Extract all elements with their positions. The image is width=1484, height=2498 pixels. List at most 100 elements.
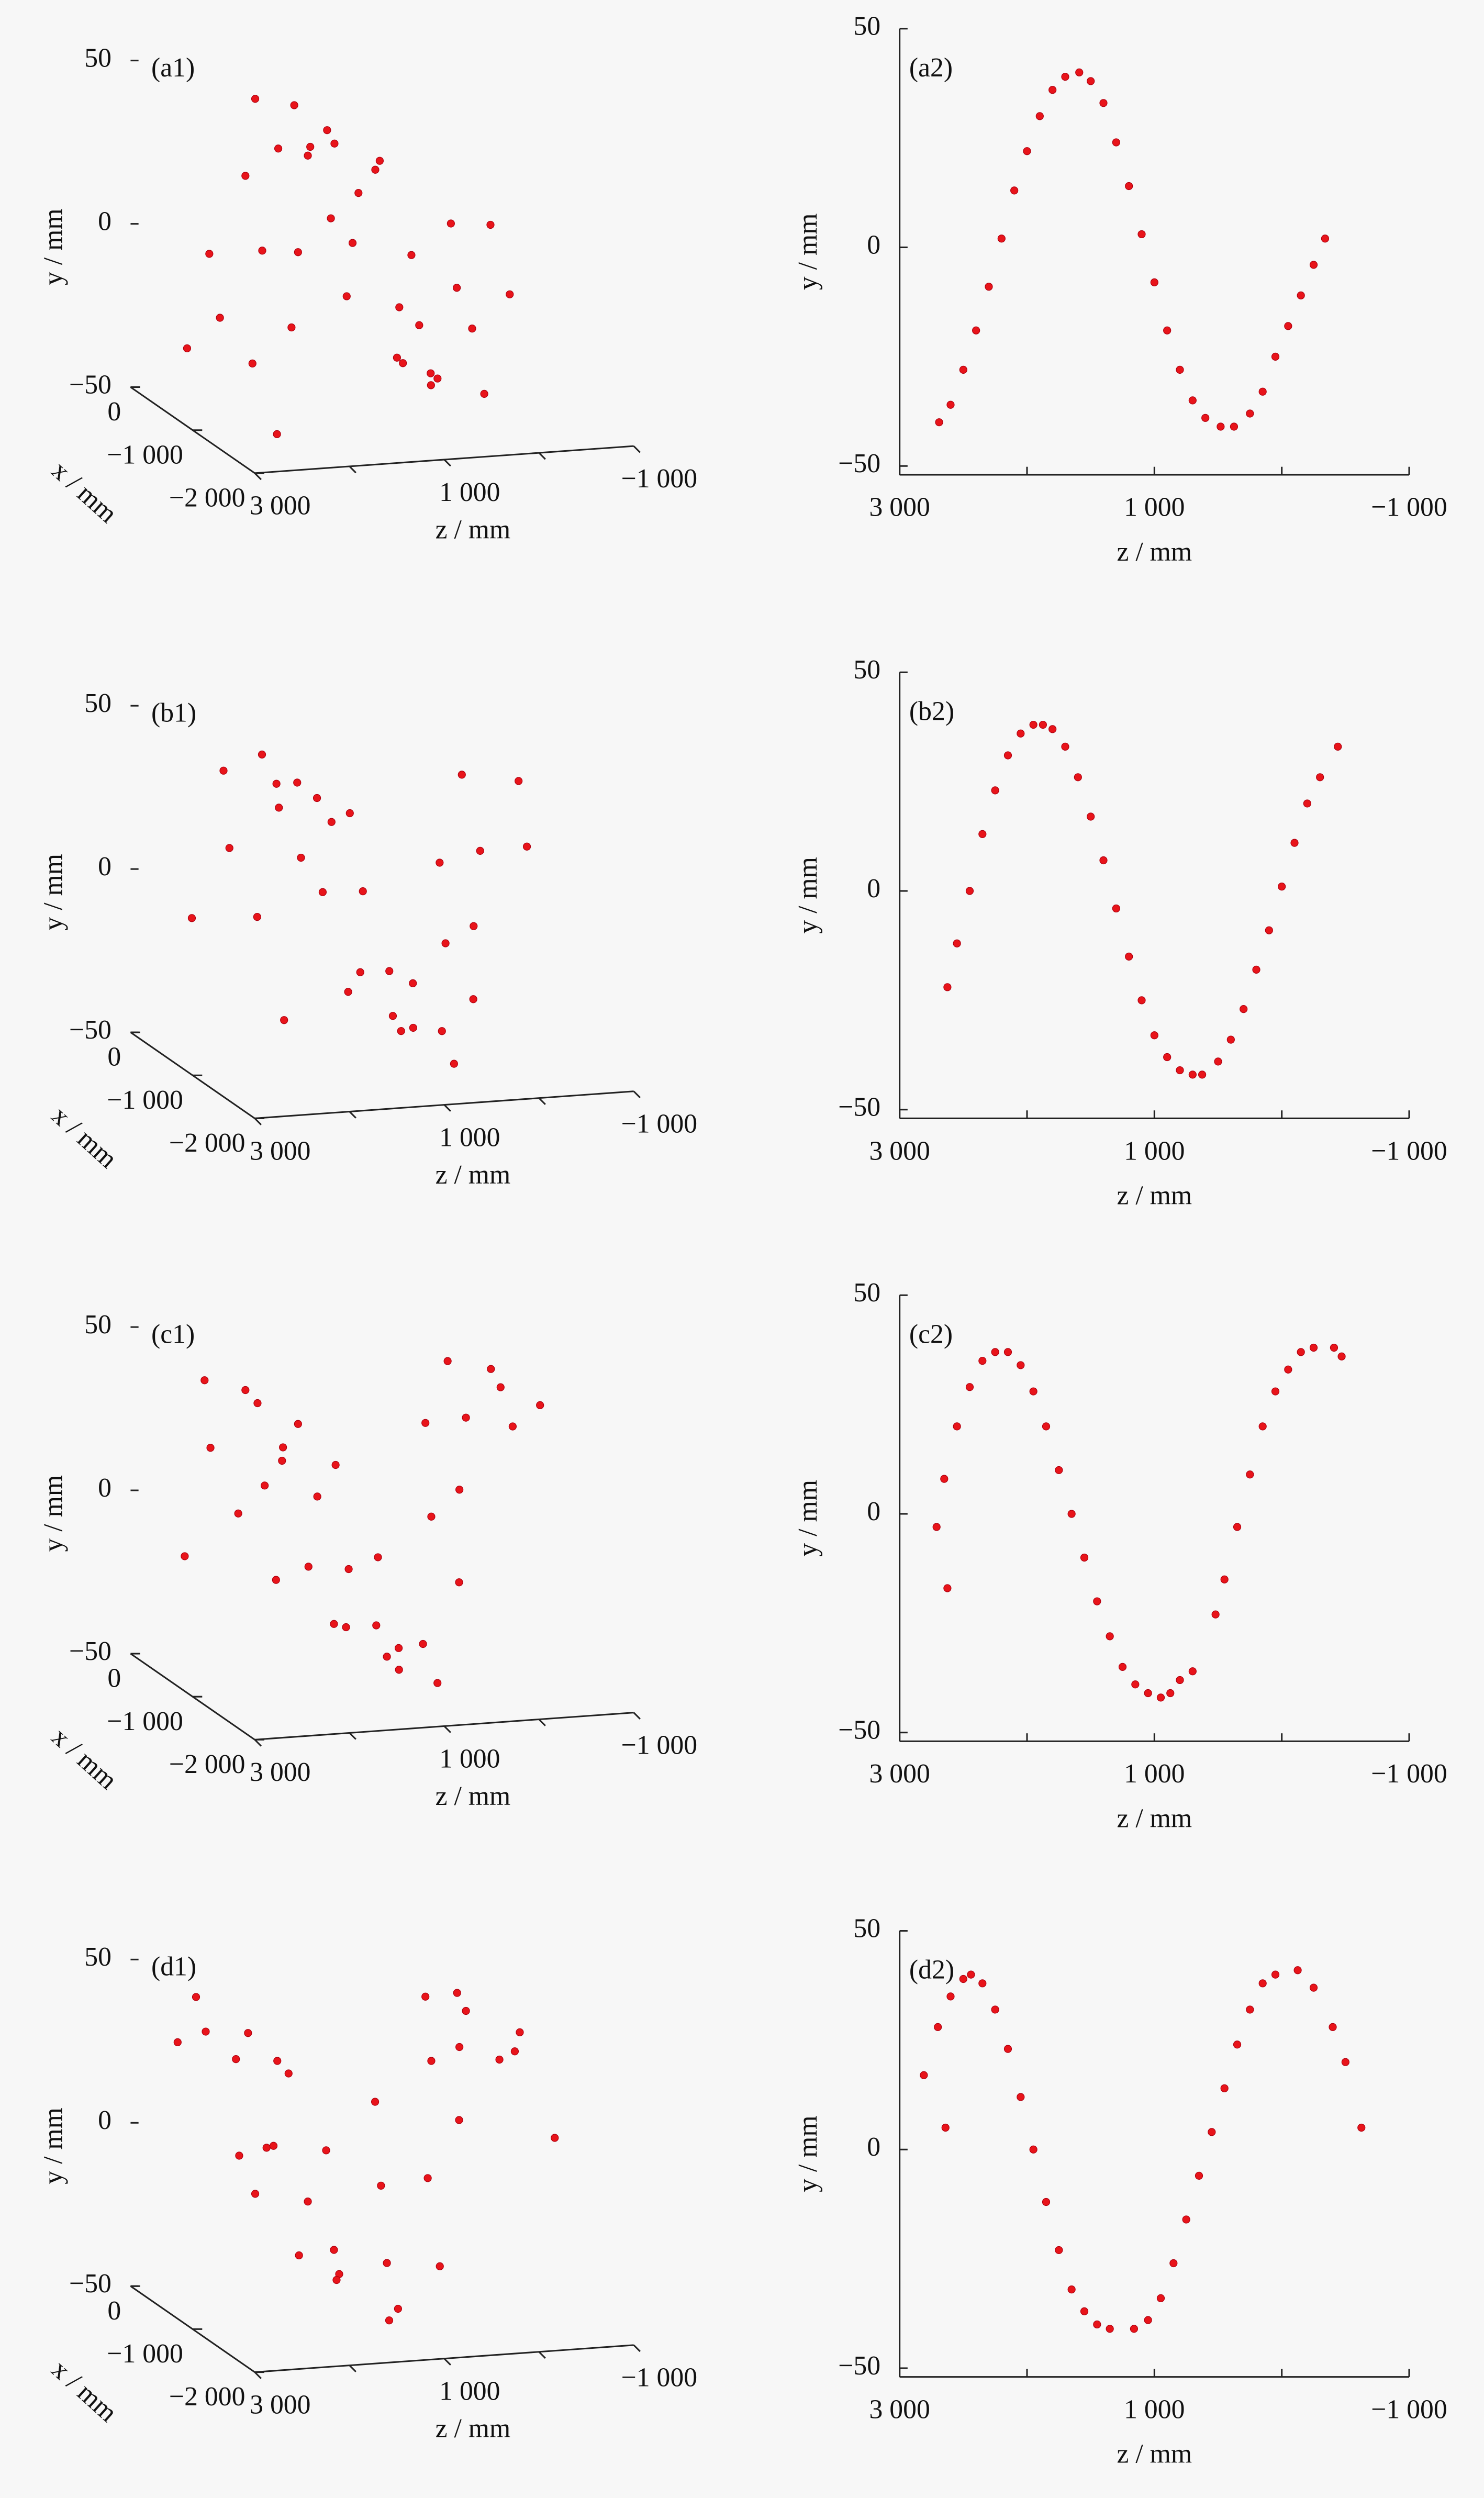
point: [187, 914, 196, 922]
point: [313, 794, 321, 802]
point: [1258, 1979, 1267, 1988]
y-tick-label: −50: [69, 2269, 111, 2299]
point: [356, 968, 364, 976]
point: [480, 389, 488, 398]
point: [407, 251, 416, 259]
point: [206, 1444, 215, 1452]
z-axis-label: z / mm: [436, 1160, 511, 1190]
point: [515, 777, 523, 785]
point: [385, 2316, 394, 2325]
point: [313, 1492, 321, 1501]
point: [284, 2069, 293, 2078]
point: [216, 314, 224, 322]
point: [359, 887, 367, 896]
point: [486, 220, 495, 229]
point: [1156, 1693, 1165, 1702]
point: [496, 1383, 505, 1391]
point: [965, 887, 974, 895]
z-tick-label: −1 000: [621, 1109, 698, 1139]
point: [294, 1420, 302, 1428]
point: [279, 1443, 287, 1452]
point: [1201, 414, 1210, 422]
panel-label: (c1): [151, 1319, 195, 1349]
z-tick-label: 1 000: [439, 1122, 500, 1152]
z-tick: [633, 1090, 641, 1098]
point: [274, 144, 283, 153]
point: [200, 1376, 209, 1385]
point: [371, 165, 380, 174]
point: [1163, 326, 1171, 334]
point: [1252, 965, 1260, 974]
point: [1233, 2040, 1242, 2049]
point: [427, 381, 435, 389]
point: [421, 1992, 430, 2001]
point: [1188, 1070, 1197, 1079]
point: [1017, 1361, 1025, 1369]
point: [304, 2198, 312, 2206]
point: [1029, 2145, 1037, 2154]
point: [469, 995, 477, 1003]
point: [953, 1422, 961, 1431]
point: [262, 2144, 271, 2152]
point: [1144, 1689, 1152, 1698]
z-tick-label: 1 000: [439, 477, 500, 507]
point: [409, 1023, 417, 1032]
point: [1087, 77, 1095, 85]
point: [287, 323, 296, 332]
point: [1080, 1553, 1089, 1562]
point: [455, 2116, 463, 2124]
z-tick-label: 1 000: [439, 1744, 500, 1774]
point: [1010, 186, 1019, 195]
point: [1246, 409, 1254, 418]
y-tick-label: 0: [98, 852, 111, 882]
point: [280, 1016, 288, 1024]
point: [415, 321, 423, 329]
point: [385, 967, 394, 975]
z-tick-label: 3 000: [250, 2390, 310, 2419]
point: [1042, 1422, 1051, 1431]
point: [1169, 2259, 1178, 2268]
point: [450, 1060, 458, 1068]
point: [1357, 2123, 1366, 2132]
x-tick-label: 1 000: [1124, 2395, 1185, 2425]
z-tick: [254, 472, 262, 481]
point: [1303, 799, 1311, 808]
point: [251, 2190, 260, 2198]
point: [1246, 1470, 1254, 1479]
point: [1067, 2285, 1076, 2294]
point: [447, 219, 455, 228]
point: [978, 1356, 987, 1365]
point: [1061, 742, 1069, 751]
point: [1075, 68, 1084, 76]
point: [455, 1486, 464, 1494]
y-tick-label: 0: [867, 874, 880, 904]
point: [935, 418, 943, 427]
point: [294, 248, 302, 257]
z-tick: [633, 1712, 641, 1720]
point: [1093, 1597, 1101, 1605]
y-tick-label: 50: [84, 43, 111, 73]
point: [1198, 1070, 1207, 1079]
point: [506, 290, 514, 298]
z-tick: [254, 1739, 262, 1747]
point: [1230, 422, 1238, 431]
point: [241, 172, 250, 180]
x-tick-label: −1 000: [107, 2339, 183, 2369]
point: [273, 2057, 282, 2065]
point: [1150, 1031, 1158, 1040]
y-axis-label: y / mm: [793, 214, 823, 291]
point: [536, 1401, 544, 1410]
point: [183, 344, 192, 353]
y-tick-label: −50: [838, 449, 880, 478]
y-tick-label: 50: [853, 1913, 880, 1943]
point: [1003, 751, 1012, 760]
point: [306, 142, 315, 151]
point: [1321, 235, 1330, 243]
point: [991, 786, 999, 795]
panel-label: (a2): [909, 53, 953, 83]
point: [348, 239, 357, 247]
point: [1035, 112, 1044, 120]
point: [1017, 729, 1025, 738]
point: [297, 853, 305, 862]
y-tick-label: −50: [838, 1715, 880, 1745]
